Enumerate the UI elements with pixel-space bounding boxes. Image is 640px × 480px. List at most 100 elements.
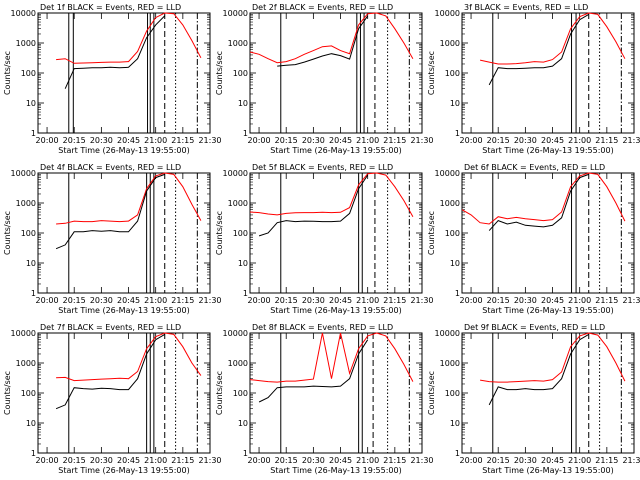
y-axis-label: Counts/sec [427, 371, 436, 415]
y-tick-label: 100 [21, 69, 36, 78]
x-tick-label: 21:00 [356, 456, 379, 465]
plot-frame [37, 12, 211, 134]
x-tick-label: 21:30 [410, 456, 433, 465]
y-tick-label: 10 [26, 99, 36, 108]
plot-frame [37, 332, 211, 454]
y-tick-label: 10 [450, 99, 460, 108]
y-tick-label: 100 [233, 69, 248, 78]
x-tick-label: 21:00 [356, 136, 379, 145]
y-axis-label: Counts/sec [3, 371, 12, 415]
y-tick-label: 10000 [223, 329, 248, 338]
y-tick-label: 1 [243, 449, 248, 458]
x-tick-label: 20:30 [514, 296, 537, 305]
x-tick-label: 20:30 [302, 456, 325, 465]
x-tick-label: 20:45 [117, 296, 140, 305]
x-tick-label: 21:00 [144, 296, 167, 305]
y-tick-label: 10000 [11, 329, 36, 338]
x-axis-label: Start Time (26-May-13 19:55:00) [58, 466, 189, 475]
x-tick-label: 20:45 [329, 456, 352, 465]
x-tick-label: 21:30 [198, 456, 221, 465]
x-tick-label: 20:15 [275, 456, 298, 465]
x-tick-label: 21:30 [410, 136, 433, 145]
x-axis-label: Start Time (26-May-13 19:55:00) [58, 306, 189, 315]
x-tick-label: 20:00 [248, 296, 271, 305]
y-tick-label: 1 [31, 129, 36, 138]
x-tick-label: 20:45 [329, 136, 352, 145]
y-tick-label: 10000 [435, 9, 460, 18]
panel-title: Det 8f BLACK = Events, RED = LLD [252, 323, 393, 332]
events-series-line [55, 333, 165, 410]
y-tick-label: 1 [31, 289, 36, 298]
x-axis-label: Start Time (26-May-13 19:55:00) [482, 466, 613, 475]
panel-title: Det 4f BLACK = Events, RED = LLD [40, 163, 181, 172]
x-tick-label: 21:15 [171, 136, 194, 145]
x-tick-label: 20:15 [63, 296, 86, 305]
events-series-line [277, 15, 369, 67]
lld-series-line [56, 12, 202, 64]
x-tick-label: 20:30 [90, 136, 113, 145]
y-tick-label: 1 [455, 449, 460, 458]
y-tick-label: 1 [243, 289, 248, 298]
x-tick-label: 20:15 [487, 456, 510, 465]
y-tick-label: 10 [450, 259, 460, 268]
x-axis-label: Start Time (26-May-13 19:55:00) [270, 306, 401, 315]
y-tick-label: 10000 [223, 169, 248, 178]
y-tick-label: 1 [31, 449, 36, 458]
x-tick-label: 20:45 [329, 296, 352, 305]
lld-series-line [249, 332, 414, 383]
y-tick-label: 1 [455, 129, 460, 138]
x-tick-label: 20:45 [541, 296, 564, 305]
x-axis-label: Start Time (26-May-13 19:55:00) [270, 466, 401, 475]
x-tick-label: 21:15 [595, 296, 618, 305]
x-axis-label: Start Time (26-May-13 19:55:00) [58, 146, 189, 155]
y-tick-label: 100 [233, 389, 248, 398]
panel-3: 1 10 100 1000 10000 20:00 20:15 20:30 20:45 21:00… [427, 3, 640, 155]
x-tick-label: 20:15 [275, 136, 298, 145]
x-tick-label: 20:30 [90, 296, 113, 305]
y-axis-label: Counts/sec [427, 51, 436, 95]
y-tick-label: 10 [26, 419, 36, 428]
x-tick-label: 21:00 [144, 136, 167, 145]
events-series-line [488, 173, 589, 231]
x-tick-label: 20:15 [63, 456, 86, 465]
events-series-line [258, 174, 369, 237]
plot-frame [249, 172, 423, 294]
y-tick-label: 100 [445, 69, 460, 78]
x-tick-label: 21:15 [171, 296, 194, 305]
events-series-line [488, 13, 589, 86]
x-axis-label: Start Time (26-May-13 19:55:00) [270, 146, 401, 155]
x-tick-label: 20:00 [248, 456, 271, 465]
lld-series-line [56, 332, 202, 382]
plot-frame [461, 172, 635, 294]
panel-title: Det 2f BLACK = Events, RED = LLD [252, 3, 393, 12]
y-tick-label: 1000 [16, 199, 36, 208]
y-tick-label: 1000 [228, 39, 248, 48]
x-tick-label: 20:30 [90, 456, 113, 465]
panel-4: 1 10 100 1000 10000 20:00 20:15 20:30 20:45 21:00… [3, 163, 222, 315]
y-tick-label: 1000 [440, 39, 460, 48]
x-tick-label: 20:15 [275, 296, 298, 305]
x-axis-label: Start Time (26-May-13 19:55:00) [482, 146, 613, 155]
y-tick-label: 100 [21, 229, 36, 238]
x-tick-label: 21:30 [622, 136, 640, 145]
x-tick-label: 21:00 [568, 296, 591, 305]
panel-7: 1 10 100 1000 10000 20:00 20:15 20:30 20:45 21:00… [3, 323, 222, 475]
x-tick-label: 20:00 [36, 456, 59, 465]
y-tick-label: 10 [26, 259, 36, 268]
x-tick-label: 21:15 [383, 136, 406, 145]
y-axis-label: Counts/sec [215, 211, 224, 255]
panel-title: Det 5f BLACK = Events, RED = LLD [252, 163, 393, 172]
x-tick-label: 20:15 [487, 296, 510, 305]
y-axis-label: Counts/sec [427, 211, 436, 255]
panel-1: 1 10 100 1000 10000 20:00 20:15 20:30 20:45 21:00… [3, 3, 222, 155]
x-tick-label: 20:30 [302, 296, 325, 305]
lld-series-line [56, 172, 202, 225]
x-tick-label: 20:00 [460, 136, 483, 145]
x-tick-label: 21:15 [383, 296, 406, 305]
panel-6: 1 10 100 1000 10000 20:00 20:15 20:30 20:45 21:00… [427, 163, 640, 315]
events-series-line [488, 333, 589, 406]
y-tick-label: 100 [445, 389, 460, 398]
y-tick-label: 10000 [223, 9, 248, 18]
panel-title: 3f BLACK = Events, RED = LLD [464, 3, 588, 12]
